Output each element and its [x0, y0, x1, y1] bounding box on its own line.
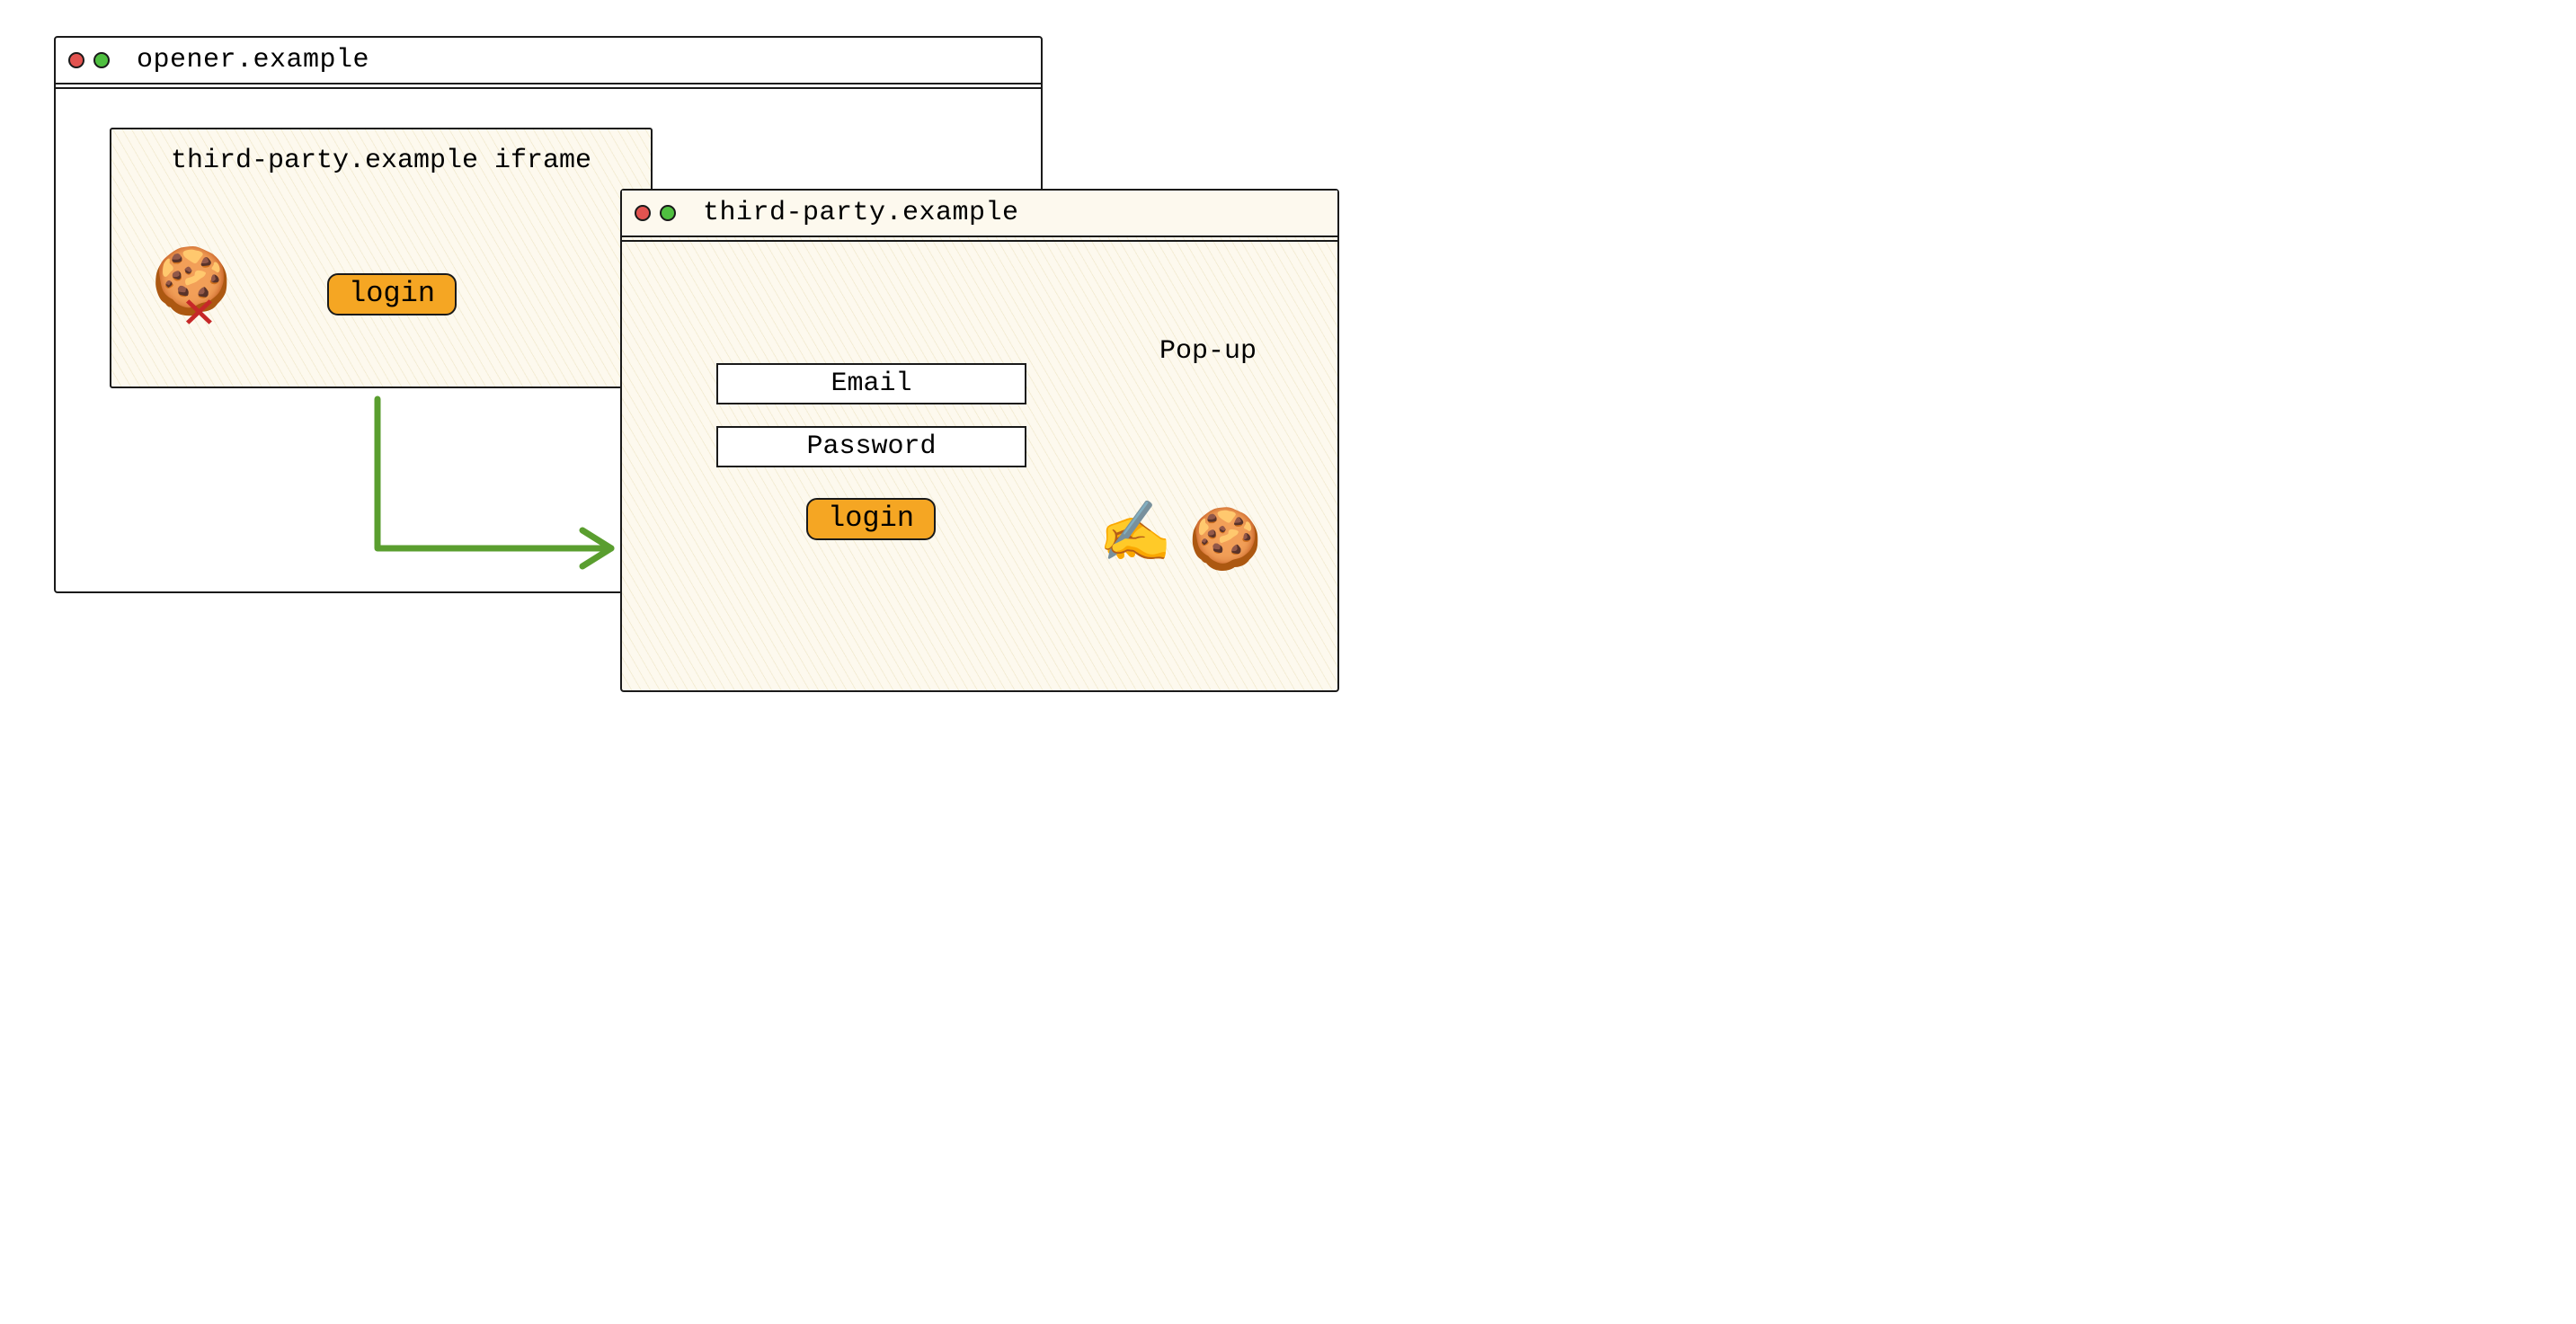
password-field[interactable] [716, 426, 1026, 467]
popup-label: Pop-up [1159, 336, 1257, 367]
opener-title: opener.example [137, 45, 369, 76]
minimize-dot-icon [93, 52, 110, 68]
popup-title: third-party.example [703, 198, 1019, 228]
close-dot-icon [68, 52, 84, 68]
popup-body: Pop-up login ✍️ 🍪 [622, 237, 1337, 690]
blocked-x-icon: ✕ [182, 279, 216, 343]
cookie-icon: 🍪 [1188, 514, 1262, 573]
opener-titlebar: opener.example [56, 38, 1041, 84]
writing-hand-icon: ✍️ [1098, 507, 1172, 566]
email-field[interactable] [716, 363, 1026, 404]
popup-login-button[interactable]: login [806, 498, 936, 540]
minimize-dot-icon [660, 205, 676, 221]
iframe-login-button[interactable]: login [327, 273, 457, 315]
popup-window: third-party.example Pop-up login ✍️ 🍪 [620, 189, 1339, 692]
diagram-canvas: opener.example third-party.example ifram… [36, 36, 1357, 719]
iframe-label: third-party.example iframe [111, 146, 651, 176]
iframe-region: third-party.example iframe 🍪 ✕ login [110, 128, 653, 388]
close-dot-icon [635, 205, 651, 221]
popup-titlebar: third-party.example [622, 191, 1337, 237]
